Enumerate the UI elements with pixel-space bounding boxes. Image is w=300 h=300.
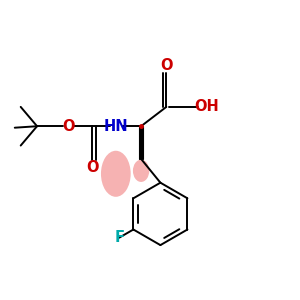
Text: O: O xyxy=(62,119,74,134)
Text: O: O xyxy=(86,160,98,175)
Ellipse shape xyxy=(101,151,131,197)
Text: OH: OH xyxy=(194,99,219,114)
Text: HN: HN xyxy=(103,119,128,134)
Ellipse shape xyxy=(133,160,149,182)
Text: F: F xyxy=(114,230,124,245)
Text: O: O xyxy=(160,58,172,73)
